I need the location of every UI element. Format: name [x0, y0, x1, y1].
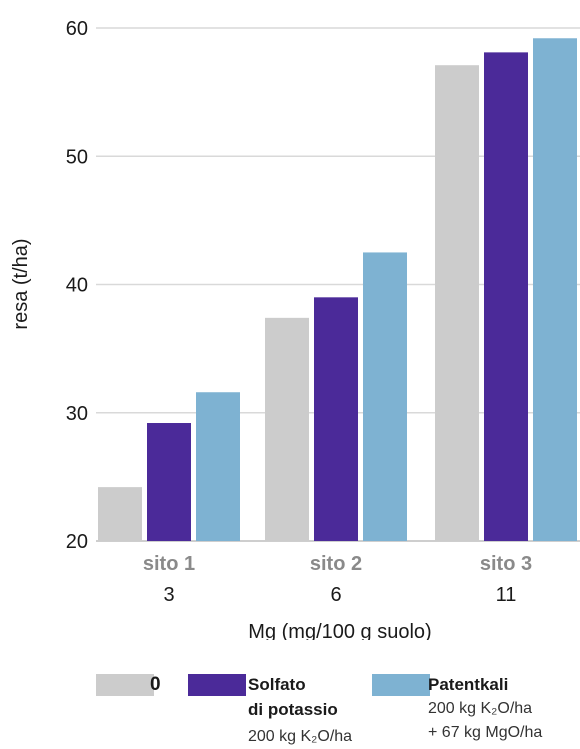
bar-solfato	[314, 297, 358, 541]
bar-solfato	[484, 52, 528, 542]
y-tick-labels: 20 30 40 50 60	[66, 18, 88, 553]
bar-patentkali	[196, 392, 240, 541]
x-category-label: sito 3	[480, 553, 532, 575]
legend-subtitle: + 67 kg MgO/ha	[428, 724, 543, 741]
x-mg-value-label: 6	[330, 584, 341, 606]
legend-title: di potassio	[248, 700, 338, 719]
bar-zero	[265, 317, 309, 541]
legend-swatch-solfato	[188, 674, 246, 696]
bars	[98, 38, 577, 542]
legend-title: Patentkali	[428, 675, 509, 694]
y-axis-label: resa (t/ha)	[10, 238, 32, 329]
x-mg-value-label: 3	[163, 584, 174, 606]
bar-zero	[98, 487, 142, 541]
legend-title: 0	[150, 674, 161, 695]
bar-patentkali	[363, 252, 407, 541]
bar-patentkali	[533, 38, 577, 541]
x-category-label: sito 2	[310, 553, 362, 575]
x-category-labels: sito 1 3 sito 2 6 sito 3 11	[143, 553, 532, 606]
bar-zero	[435, 65, 479, 541]
x-mg-value-label: 11	[496, 584, 517, 606]
y-tick-label: 60	[66, 18, 88, 40]
legend-subtitle: 200 kg K₂O/ha	[248, 728, 353, 745]
legend-subtitle: 200 kg K₂O/ha	[428, 700, 533, 717]
x-category-label: sito 1	[143, 553, 195, 575]
y-tick-label: 50	[66, 146, 88, 168]
legend-title: Solfato	[248, 675, 306, 694]
legend-swatch-0	[96, 674, 154, 696]
bar-chart: 20 30 40 50 60 sito 1 3 sito 2 6 sito 3 11 resa (…	[10, 18, 580, 640]
y-tick-label: 40	[66, 275, 88, 297]
legend-swatch-patentkali	[372, 674, 430, 696]
x-axis-label: Mg (mg/100 g suolo)	[248, 621, 431, 640]
y-tick-label: 30	[66, 403, 88, 425]
y-tick-label: 20	[66, 531, 88, 553]
bar-solfato	[147, 423, 191, 541]
